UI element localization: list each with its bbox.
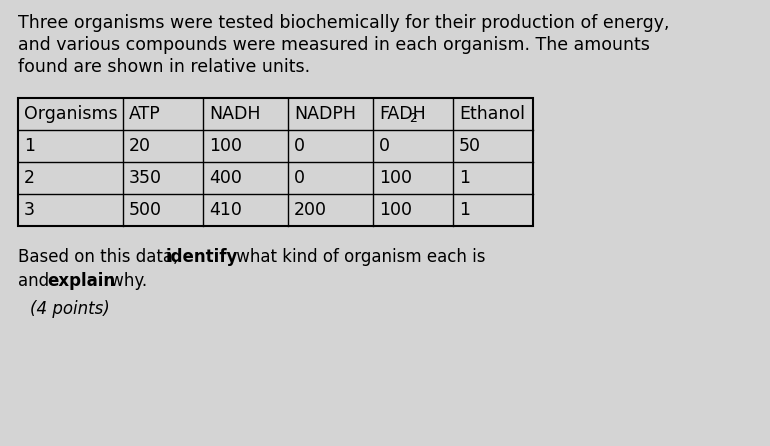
- Text: FADH: FADH: [379, 105, 426, 123]
- Text: 0: 0: [379, 137, 390, 155]
- Text: why.: why.: [105, 272, 147, 290]
- Text: 100: 100: [379, 169, 412, 187]
- Text: 100: 100: [379, 201, 412, 219]
- Text: explain: explain: [48, 272, 116, 290]
- Text: Ethanol: Ethanol: [459, 105, 525, 123]
- Bar: [18, 98, 533, 226]
- Text: and various compounds were measured in each organism. The amounts: and various compounds were measured in e…: [18, 36, 650, 54]
- Text: identify: identify: [166, 248, 238, 266]
- Text: 2: 2: [410, 112, 417, 125]
- Text: 50: 50: [459, 137, 481, 155]
- Text: 3: 3: [24, 201, 35, 219]
- Text: 350: 350: [129, 169, 162, 187]
- Text: Organisms: Organisms: [24, 105, 118, 123]
- Text: 400: 400: [209, 169, 242, 187]
- Text: (4 points): (4 points): [30, 300, 110, 318]
- Text: NADH: NADH: [209, 105, 260, 123]
- Text: Based on this data,: Based on this data,: [18, 248, 183, 266]
- Text: NADPH: NADPH: [294, 105, 356, 123]
- Text: 1: 1: [24, 137, 35, 155]
- Text: and: and: [18, 272, 55, 290]
- Text: what kind of organism each is: what kind of organism each is: [231, 248, 485, 266]
- Text: ATP: ATP: [129, 105, 161, 123]
- Text: 500: 500: [129, 201, 162, 219]
- Text: 410: 410: [209, 201, 242, 219]
- Text: 1: 1: [459, 201, 470, 219]
- Text: found are shown in relative units.: found are shown in relative units.: [18, 58, 310, 76]
- Text: 20: 20: [129, 137, 151, 155]
- Text: 100: 100: [209, 137, 242, 155]
- Text: 2: 2: [24, 169, 35, 187]
- Text: 200: 200: [294, 201, 327, 219]
- Text: Three organisms were tested biochemically for their production of energy,: Three organisms were tested biochemicall…: [18, 14, 669, 32]
- Text: 0: 0: [294, 169, 305, 187]
- Text: 1: 1: [459, 169, 470, 187]
- Text: 0: 0: [294, 137, 305, 155]
